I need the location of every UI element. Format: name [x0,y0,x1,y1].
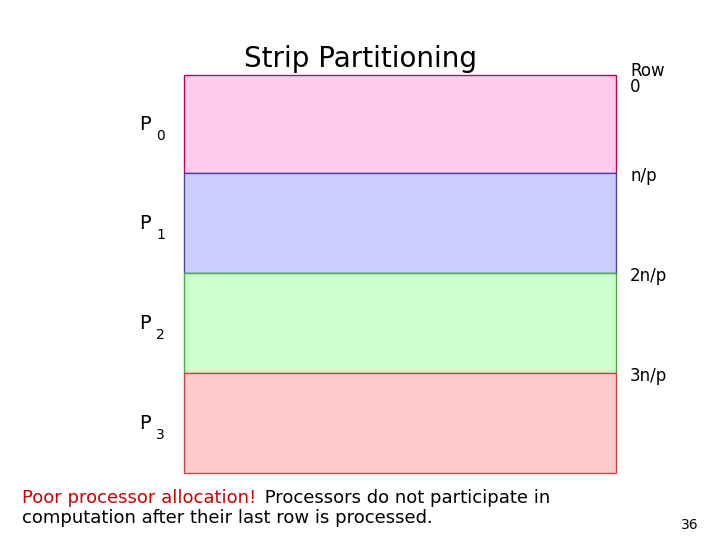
Text: Strip Partitioning: Strip Partitioning [243,45,477,73]
Text: computation after their last row is processed.: computation after their last row is proc… [22,509,432,527]
Text: 0: 0 [156,129,165,143]
Text: n/p: n/p [630,167,657,185]
Text: Poor processor allocation!: Poor processor allocation! [22,489,256,507]
Text: 36: 36 [681,518,698,532]
Text: P: P [140,314,151,333]
Text: Row: Row [630,62,665,80]
Text: 1: 1 [156,228,165,242]
Text: P: P [140,114,151,133]
Text: Processors do not participate in: Processors do not participate in [259,489,551,507]
Text: P: P [140,414,151,433]
Text: P: P [140,214,151,233]
Bar [184,173,616,273]
Text: 3n/p: 3n/p [630,367,667,385]
Text: 2: 2 [156,328,165,342]
Text: 0: 0 [630,78,641,96]
Text: 3: 3 [156,428,165,442]
Bar [184,373,616,473]
Text: 2n/p: 2n/p [630,267,667,285]
Bar [184,75,616,173]
Bar [184,273,616,373]
